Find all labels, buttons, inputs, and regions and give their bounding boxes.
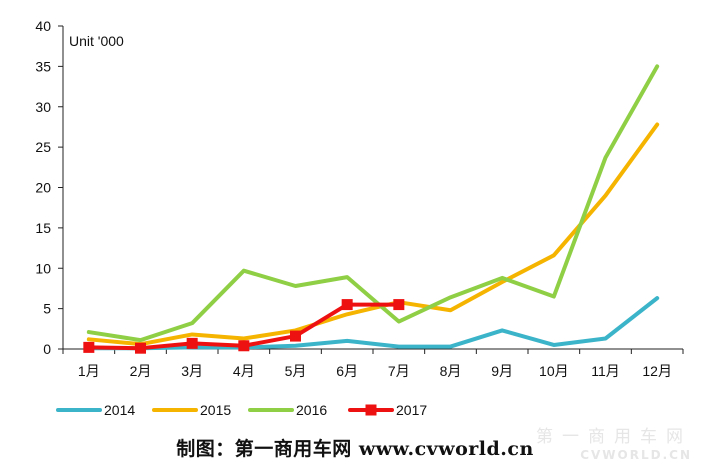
legend-item-2014: 2014	[56, 402, 135, 418]
watermark-cn: 第一商用车网	[536, 427, 692, 447]
y-tick-label: 25	[35, 139, 51, 155]
series-marker-2017	[238, 340, 250, 352]
legend-item-2016: 2016	[248, 402, 327, 418]
legend-item-2015: 2015	[152, 402, 231, 418]
watermark-en: CVWORLD.CN	[580, 448, 692, 462]
chart-axes: 0 5 10 15 20 25 30 35 40 1月 2月 3月 4月 5月 6月 7月 8月 9月 10月 11月…	[35, 18, 684, 379]
series-marker-2017	[186, 337, 198, 349]
y-tick-label: 40	[35, 18, 51, 34]
legend-label: 2014	[104, 402, 135, 418]
x-tick-label: 3月	[181, 363, 203, 379]
x-tick-label: 6月	[336, 363, 358, 379]
series-line-2016	[86, 64, 660, 343]
legend-label: 2015	[200, 402, 231, 418]
y-tick-label: 10	[35, 260, 51, 276]
chart-legend: 2014 2015 2016 2017	[56, 402, 427, 418]
legend-item-2017: 2017	[348, 402, 427, 418]
x-tick-label: 1月	[78, 363, 100, 379]
x-tick-label: 9月	[491, 363, 513, 379]
x-tick-label: 11月	[591, 363, 620, 379]
series-marker-2017	[341, 299, 353, 311]
y-tick-label: 35	[35, 58, 51, 74]
x-tick-label: 4月	[233, 363, 255, 379]
series-line-2015	[86, 122, 660, 347]
series-marker-2017	[393, 299, 405, 311]
x-tick-label: 12月	[642, 363, 672, 379]
x-tick-label: 5月	[285, 363, 307, 379]
legend-label: 2016	[296, 402, 327, 418]
y-tick-label: 20	[35, 180, 51, 196]
y-tick-label: 5	[43, 301, 51, 317]
chart-series	[83, 64, 660, 354]
x-tick-label: 8月	[440, 363, 462, 379]
x-tick-label: 2月	[130, 363, 152, 379]
y-tick-label: 0	[43, 341, 51, 357]
series-marker-2017	[83, 341, 95, 353]
series-marker-2017	[135, 342, 146, 354]
y-tick-label: 30	[35, 99, 51, 115]
legend-label: 2017	[396, 402, 427, 418]
legend-marker	[365, 404, 377, 416]
watermark-logo: 第一商用车网 CVWORLD.CN	[536, 428, 692, 464]
series-line-2014	[86, 296, 660, 351]
y-tick-label: 15	[35, 220, 51, 236]
chart-caption: 制图：第一商用车网 www.cvworld.cn	[176, 438, 534, 460]
x-tick-label: 7月	[388, 363, 410, 379]
series-marker-2017	[290, 330, 301, 342]
unit-label: Unit '000	[69, 33, 124, 49]
x-tick-label: 10月	[539, 363, 569, 379]
